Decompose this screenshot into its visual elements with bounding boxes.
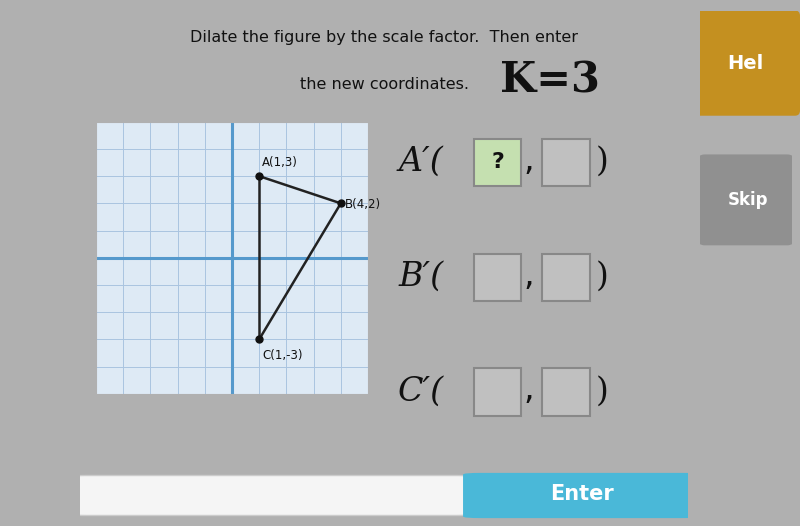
FancyBboxPatch shape (74, 476, 469, 515)
Text: C′(: C′( (398, 376, 444, 408)
Text: ,: , (523, 373, 534, 407)
Text: ): ) (596, 376, 609, 408)
Text: ): ) (596, 146, 609, 178)
FancyBboxPatch shape (474, 254, 522, 301)
Text: A(1,3): A(1,3) (262, 156, 298, 169)
FancyBboxPatch shape (695, 11, 800, 116)
FancyBboxPatch shape (698, 155, 794, 245)
Text: Enter: Enter (550, 484, 614, 504)
Text: the new coordinates.: the new coordinates. (299, 77, 469, 93)
Text: A′(: A′( (398, 146, 443, 178)
FancyBboxPatch shape (542, 368, 590, 416)
Text: B(4,2): B(4,2) (345, 198, 381, 211)
Text: ?: ? (491, 152, 504, 172)
Text: B′(: B′( (398, 261, 443, 293)
Text: Hel: Hel (727, 54, 763, 73)
FancyBboxPatch shape (474, 139, 522, 186)
Text: ,: , (523, 144, 534, 177)
FancyBboxPatch shape (542, 139, 590, 186)
FancyBboxPatch shape (474, 368, 522, 416)
FancyBboxPatch shape (463, 473, 700, 518)
Text: Dilate the figure by the scale factor.  Then enter: Dilate the figure by the scale factor. T… (190, 30, 578, 45)
Text: ): ) (596, 261, 609, 293)
Text: Skip: Skip (727, 191, 768, 209)
FancyBboxPatch shape (542, 254, 590, 301)
Text: ,: , (523, 259, 534, 291)
Text: K=3: K=3 (500, 59, 600, 102)
Text: C(1,-3): C(1,-3) (262, 349, 302, 362)
